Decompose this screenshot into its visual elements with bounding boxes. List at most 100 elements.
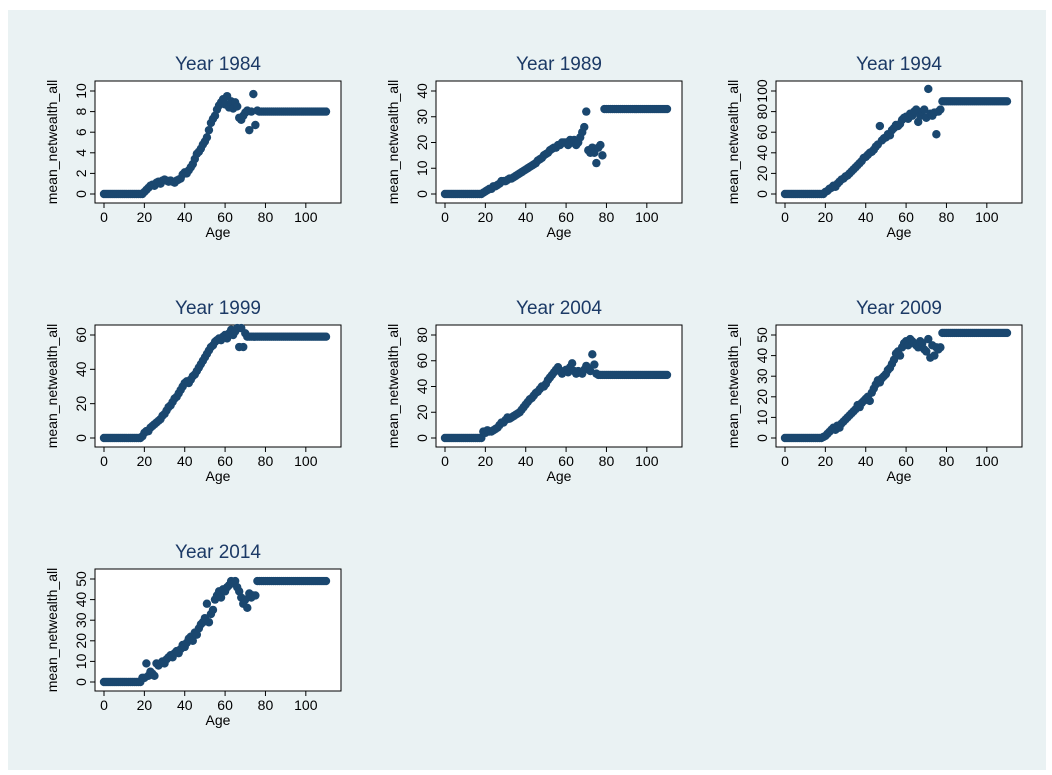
y-tick-label: 6 — [73, 128, 89, 136]
chart-title: Year 2014 — [175, 542, 261, 563]
x-tick-label: 40 — [518, 453, 534, 469]
data-point — [150, 671, 159, 681]
data-point — [321, 332, 331, 341]
data-point — [202, 599, 212, 608]
x-tick-label: 20 — [137, 697, 153, 713]
x-tick-label: 60 — [558, 453, 574, 469]
chart-panel-1: Year 1984 0 20 40 60 80 100 Age 0 2 4 6 8 10 mean_netw… — [44, 54, 342, 240]
x-tick-label: 0 — [781, 209, 789, 225]
data-point — [924, 84, 933, 94]
y-tick-label: 0 — [414, 190, 430, 198]
chart-title: Year 2009 — [856, 298, 942, 319]
y-tick-label: 40 — [73, 592, 89, 608]
x-tick-label: 20 — [818, 453, 834, 469]
y-tick-label: 40 — [73, 361, 89, 377]
y-tick-label: 20 — [73, 633, 89, 649]
y-axis-label: mean_netwealth_all — [385, 80, 401, 205]
y-tick-label: 10 — [73, 83, 89, 99]
data-point — [662, 104, 672, 114]
data-points — [440, 104, 672, 199]
x-tick-label: 100 — [635, 209, 659, 225]
x-tick-label: 0 — [781, 453, 789, 469]
y-tick-label: 4 — [73, 149, 89, 157]
data-point — [936, 105, 945, 114]
data-point — [865, 396, 874, 406]
data-point — [662, 370, 672, 380]
x-tick-label: 20 — [478, 453, 494, 469]
data-point — [142, 659, 151, 668]
data-point — [590, 360, 599, 369]
y-tick-label: 60 — [73, 327, 89, 343]
y-tick-label: 40 — [414, 83, 430, 99]
data-point — [924, 334, 933, 344]
plot-frame — [435, 324, 683, 448]
chart-title: Year 1984 — [175, 54, 261, 75]
chart-title: Year 1989 — [516, 54, 602, 75]
chart-panel-5: Year 2004 0 20 40 60 80 100 Age 0 20 40 60 80 mean_ne… — [385, 298, 683, 484]
x-tick-label: 20 — [137, 209, 153, 225]
y-tick-label: 2 — [73, 169, 89, 177]
data-point — [204, 125, 214, 135]
chart-panel-2: Year 1989 0 20 40 60 80 100 Age 0 10 20 30 40 mean_ne… — [385, 54, 683, 240]
x-tick-label: 40 — [177, 453, 193, 469]
data-point — [204, 618, 214, 627]
data-point — [930, 351, 939, 360]
x-axis-label: Age — [887, 224, 912, 240]
x-tick-label: 100 — [635, 453, 659, 469]
y-tick-label: 80 — [414, 327, 430, 343]
y-tick-label: 40 — [754, 145, 770, 161]
plot-frame — [94, 324, 342, 448]
x-tick-label: 80 — [258, 697, 274, 713]
x-tick-label: 20 — [478, 209, 494, 225]
x-tick-label: 80 — [258, 453, 274, 469]
y-tick-label: 30 — [414, 109, 430, 125]
data-points — [440, 350, 672, 443]
plot-frame — [775, 324, 1023, 448]
chart-panel-6: Year 2009 0 20 40 60 80 100 Age 0 10 20 30 40 50 mean_… — [725, 298, 1023, 484]
y-tick-label: 20 — [414, 404, 430, 420]
chart-title: Year 1999 — [175, 298, 261, 319]
x-axis-label: Age — [206, 712, 231, 728]
data-points — [99, 89, 331, 199]
data-points — [780, 328, 1012, 443]
x-tick-label: 60 — [217, 209, 233, 225]
y-tick-label: 100 — [754, 79, 770, 103]
x-tick-label: 60 — [217, 697, 233, 713]
y-tick-label: 0 — [73, 434, 89, 442]
data-point — [251, 591, 260, 600]
x-tick-label: 100 — [294, 697, 318, 713]
plot-frame — [94, 80, 342, 204]
y-tick-label: 50 — [754, 327, 770, 343]
x-tick-label: 0 — [441, 209, 449, 225]
x-tick-label: 80 — [258, 209, 274, 225]
data-point — [598, 151, 607, 160]
chart-title: Year 1994 — [856, 54, 942, 75]
y-tick-label: 20 — [754, 389, 770, 405]
data-points — [780, 84, 1012, 199]
data-point — [920, 105, 929, 114]
chart-title: Year 2004 — [516, 298, 602, 319]
y-tick-label: 30 — [73, 612, 89, 628]
y-tick-label: 8 — [73, 107, 89, 115]
data-point — [321, 107, 331, 116]
data-point — [251, 120, 260, 130]
data-points — [99, 323, 331, 443]
y-tick-label: 10 — [754, 409, 770, 425]
y-tick-label: 10 — [73, 653, 89, 669]
data-point — [216, 593, 226, 602]
x-tick-label: 40 — [177, 697, 193, 713]
x-axis-label: Age — [206, 468, 231, 484]
data-point — [208, 605, 218, 615]
y-tick-label: 30 — [754, 368, 770, 384]
data-point — [239, 342, 248, 352]
data-point — [592, 158, 601, 168]
data-points — [99, 576, 331, 687]
chart-panel-4: Year 1999 0 20 40 60 80 100 Age 0 20 40 60 mean_netw… — [44, 298, 342, 484]
data-point — [580, 122, 589, 132]
data-point — [233, 102, 242, 111]
y-tick-label: 20 — [754, 165, 770, 181]
data-point — [582, 107, 591, 116]
x-tick-label: 80 — [599, 453, 615, 469]
data-point — [922, 347, 931, 356]
